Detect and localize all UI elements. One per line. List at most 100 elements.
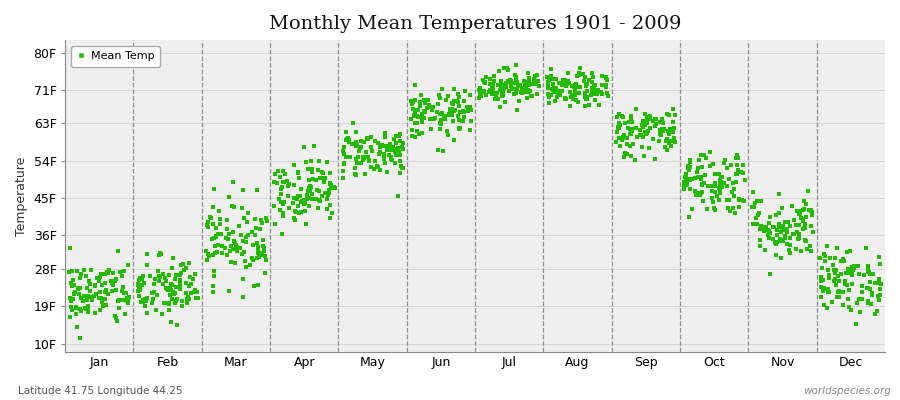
Point bbox=[661, 111, 675, 118]
Point bbox=[486, 82, 500, 88]
Point bbox=[201, 250, 215, 257]
Point bbox=[578, 74, 592, 81]
Point bbox=[838, 281, 852, 288]
Point bbox=[383, 143, 398, 149]
Point bbox=[745, 189, 760, 195]
Point bbox=[226, 246, 240, 252]
Point bbox=[750, 198, 764, 205]
Point bbox=[437, 112, 452, 119]
Point bbox=[774, 254, 788, 261]
Point bbox=[707, 180, 722, 186]
Point bbox=[688, 174, 702, 181]
Point bbox=[589, 87, 603, 93]
Point bbox=[478, 80, 492, 86]
Point bbox=[842, 304, 857, 310]
Point bbox=[275, 212, 290, 219]
Point bbox=[486, 89, 500, 95]
Point bbox=[860, 285, 875, 292]
Point bbox=[230, 246, 244, 252]
Point bbox=[63, 304, 77, 310]
Point bbox=[222, 230, 237, 237]
Point bbox=[844, 270, 859, 277]
Point bbox=[152, 252, 166, 258]
Point bbox=[691, 165, 706, 172]
Point bbox=[325, 210, 339, 216]
Point bbox=[432, 126, 446, 132]
Point bbox=[472, 93, 487, 99]
Point bbox=[72, 334, 86, 341]
Point bbox=[248, 224, 263, 231]
Point bbox=[654, 125, 669, 132]
Point bbox=[174, 262, 188, 268]
Point bbox=[513, 82, 527, 89]
Point bbox=[440, 128, 454, 134]
Point bbox=[616, 114, 631, 120]
Point bbox=[545, 87, 560, 93]
Point bbox=[799, 238, 814, 244]
Point bbox=[140, 295, 154, 302]
Point bbox=[100, 268, 114, 275]
Point bbox=[394, 163, 409, 170]
Point bbox=[636, 133, 651, 140]
Point bbox=[730, 171, 744, 177]
Point bbox=[549, 76, 563, 82]
Point bbox=[169, 284, 184, 290]
Point bbox=[857, 272, 871, 278]
Point bbox=[163, 285, 177, 292]
Point bbox=[642, 145, 656, 151]
Point bbox=[417, 108, 431, 114]
Point bbox=[163, 292, 177, 298]
Point bbox=[403, 98, 418, 104]
Point bbox=[307, 143, 321, 149]
Point bbox=[437, 113, 452, 119]
Point bbox=[800, 188, 814, 194]
Point bbox=[707, 182, 722, 189]
Point bbox=[238, 258, 252, 264]
Point bbox=[779, 226, 794, 232]
Point bbox=[191, 294, 205, 301]
Point bbox=[315, 175, 329, 181]
Point bbox=[585, 84, 599, 91]
Point bbox=[426, 104, 440, 110]
Point bbox=[229, 240, 243, 246]
Point bbox=[62, 295, 77, 301]
Point bbox=[485, 86, 500, 92]
Point bbox=[299, 221, 313, 228]
Point bbox=[560, 81, 574, 88]
Point bbox=[785, 203, 799, 209]
Point bbox=[806, 228, 820, 235]
Point bbox=[446, 101, 461, 108]
Point bbox=[752, 226, 767, 232]
Point bbox=[221, 288, 236, 294]
Point bbox=[311, 197, 326, 203]
Point bbox=[563, 102, 578, 109]
Point bbox=[356, 155, 371, 162]
Point bbox=[206, 252, 220, 258]
Point bbox=[273, 207, 287, 213]
Point bbox=[872, 280, 886, 286]
Point bbox=[766, 236, 780, 242]
Point bbox=[652, 138, 666, 145]
Point bbox=[246, 241, 260, 248]
Point bbox=[492, 68, 507, 75]
Point bbox=[235, 250, 249, 257]
Point bbox=[443, 107, 457, 113]
Point bbox=[648, 116, 662, 122]
Point bbox=[131, 286, 146, 292]
Point bbox=[487, 78, 501, 84]
Point bbox=[256, 243, 271, 249]
Point bbox=[270, 180, 284, 186]
Point bbox=[629, 134, 643, 140]
Point bbox=[161, 287, 176, 293]
Point bbox=[236, 238, 250, 244]
Point bbox=[579, 81, 593, 87]
Point bbox=[845, 266, 859, 272]
Point bbox=[643, 124, 657, 131]
Point bbox=[392, 130, 407, 137]
Point bbox=[634, 132, 648, 138]
Point bbox=[236, 293, 250, 300]
Point bbox=[101, 269, 115, 276]
Point bbox=[681, 167, 696, 173]
Point bbox=[505, 80, 519, 86]
Point bbox=[506, 86, 520, 93]
